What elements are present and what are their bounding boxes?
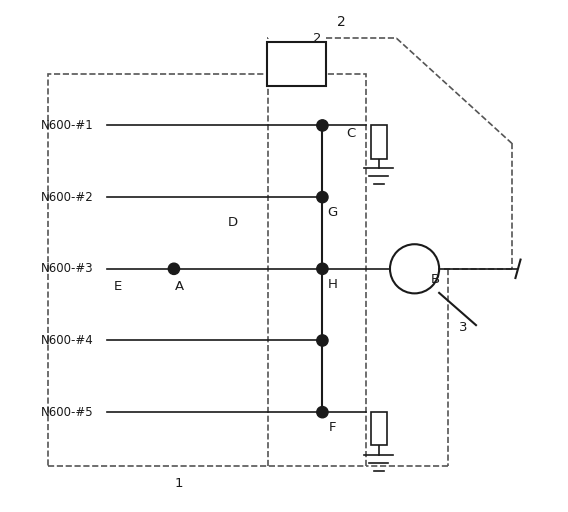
Text: B: B xyxy=(431,272,440,286)
Text: 2: 2 xyxy=(313,32,321,45)
Text: N600-#5: N600-#5 xyxy=(41,406,93,419)
Text: G: G xyxy=(328,206,338,219)
Text: 3: 3 xyxy=(459,321,467,334)
Text: E: E xyxy=(114,280,122,293)
Text: H: H xyxy=(328,278,337,291)
Text: N600-#3: N600-#3 xyxy=(41,262,93,275)
Text: 2: 2 xyxy=(337,15,346,29)
Circle shape xyxy=(317,263,328,274)
Text: A: A xyxy=(174,280,183,293)
Text: D: D xyxy=(228,216,238,229)
Text: C: C xyxy=(346,126,355,140)
Bar xyxy=(268,42,326,86)
Circle shape xyxy=(317,120,328,131)
Text: 1: 1 xyxy=(175,477,183,490)
Circle shape xyxy=(317,191,328,203)
Bar xyxy=(370,125,387,159)
Circle shape xyxy=(317,335,328,346)
Text: N600-#1: N600-#1 xyxy=(41,119,94,132)
Text: F: F xyxy=(329,421,336,434)
Circle shape xyxy=(317,407,328,418)
Bar xyxy=(370,412,387,445)
Text: N600-#4: N600-#4 xyxy=(41,334,94,347)
Circle shape xyxy=(168,263,179,274)
Text: N600-#2: N600-#2 xyxy=(41,190,94,204)
